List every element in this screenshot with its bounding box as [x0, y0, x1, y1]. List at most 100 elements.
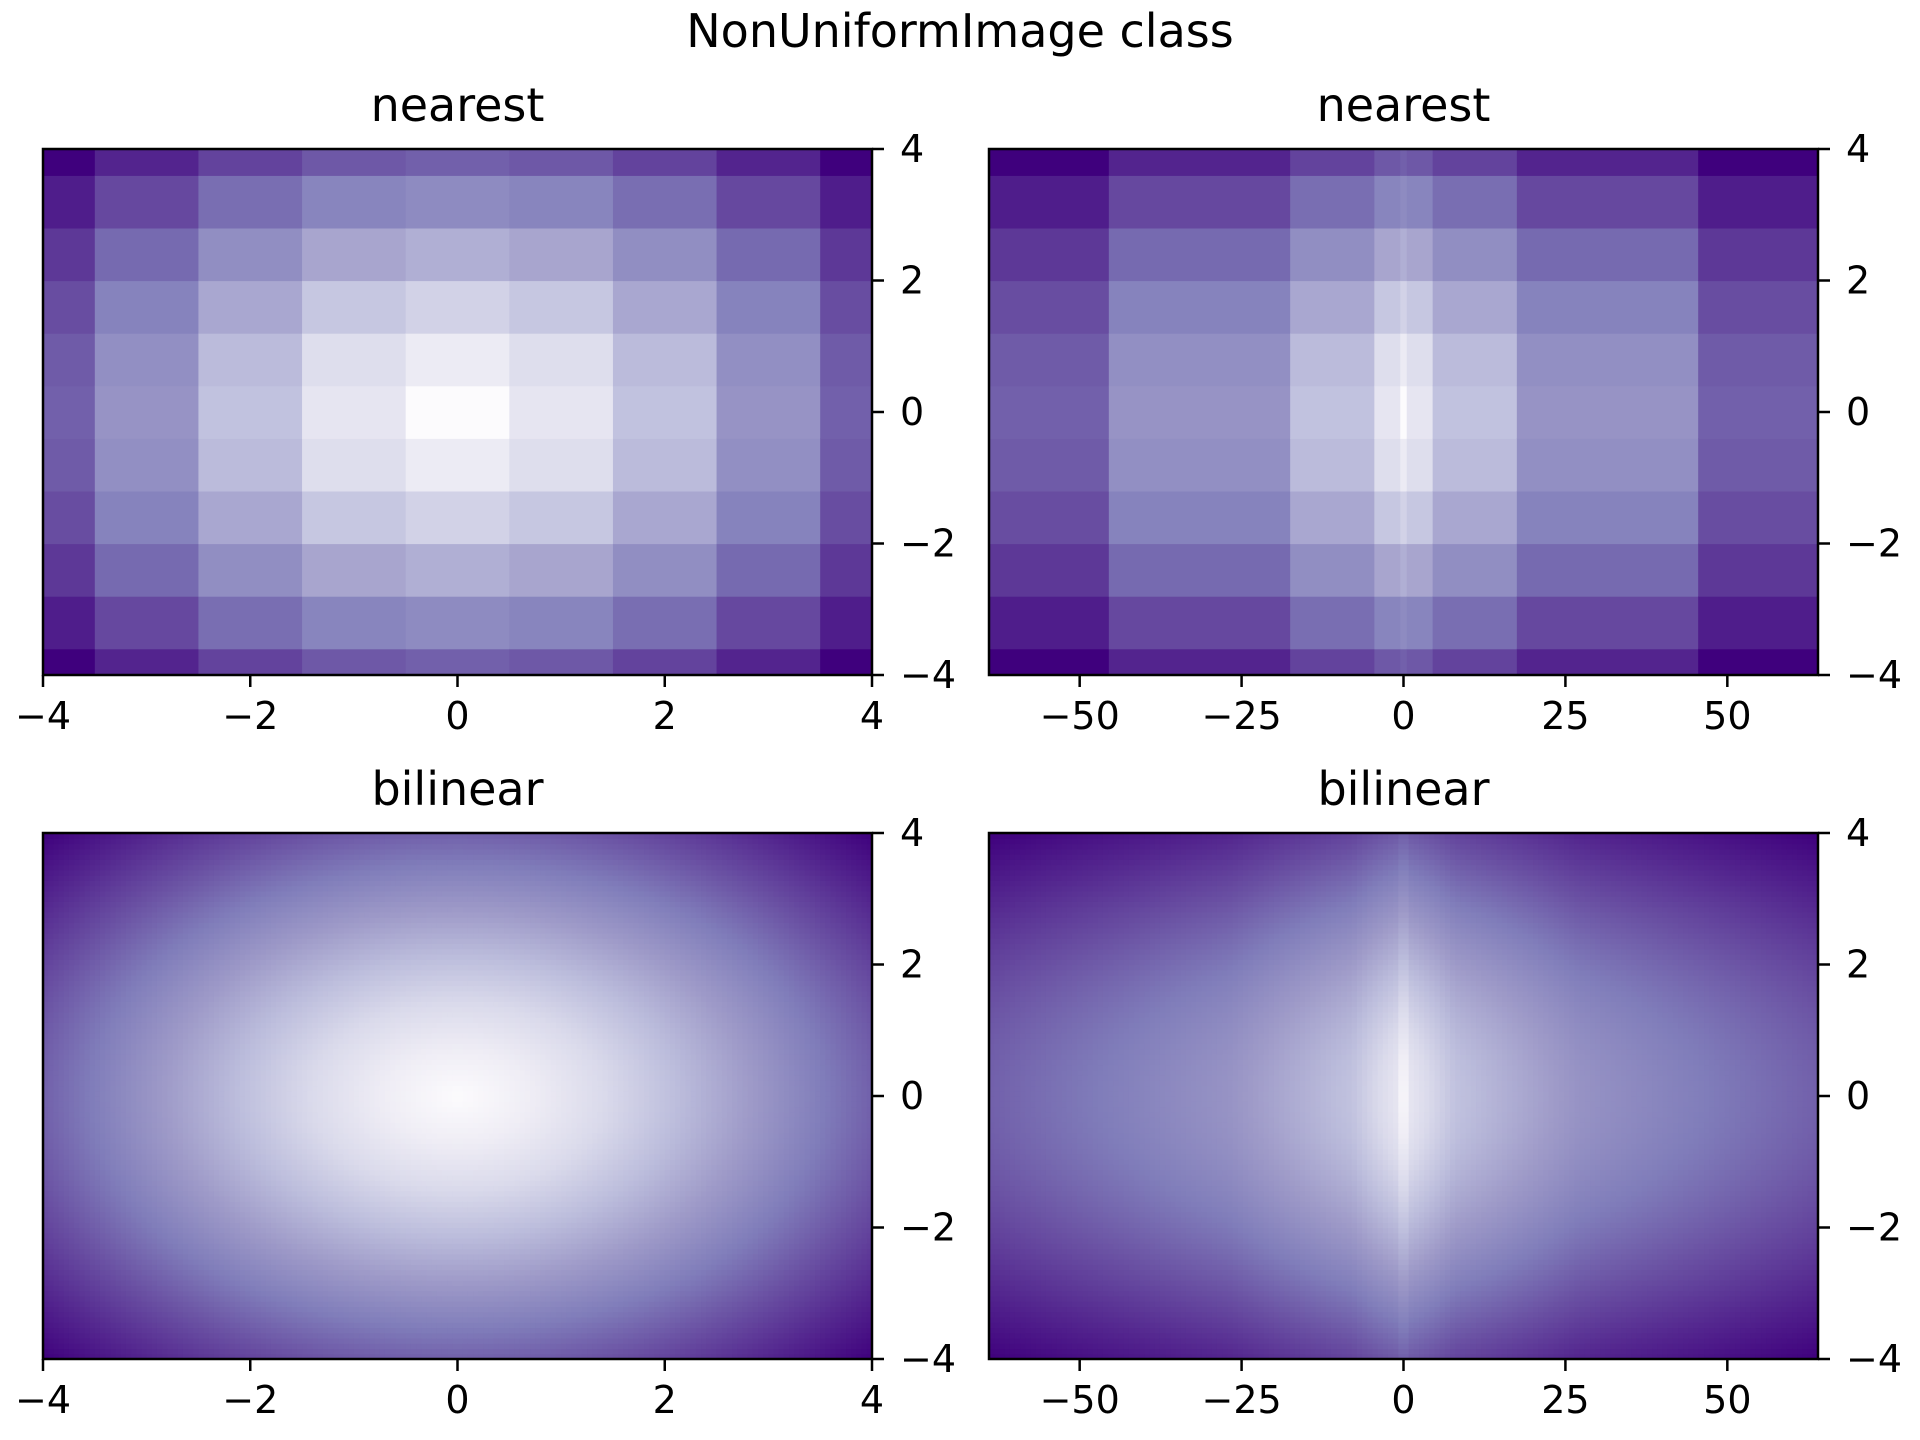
- heatmap-pixel: [213, 1059, 220, 1066]
- heatmap-pixel: [213, 927, 220, 934]
- heatmap-pixel: [281, 1164, 288, 1171]
- heatmap-pixel: [208, 1269, 215, 1276]
- heatmap-pixel: [182, 1153, 189, 1160]
- heatmap-pixel: [84, 1127, 91, 1134]
- heatmap-pixel: [281, 975, 288, 981]
- heatmap-pixel: [270, 1185, 277, 1192]
- heatmap-pixel: [281, 1253, 288, 1260]
- heatmap-pixel: [188, 927, 194, 934]
- heatmap-pixel: [182, 1322, 189, 1329]
- heatmap-pixel: [224, 1138, 231, 1144]
- heatmap-pixel: [265, 1127, 272, 1134]
- heatmap-pixel: [260, 1122, 267, 1129]
- heatmap-pixel: [188, 1001, 194, 1008]
- heatmap-pixel: [125, 1053, 132, 1060]
- heatmap-pixel: [198, 1122, 205, 1129]
- heatmap-pixel: [58, 1238, 65, 1244]
- heatmap-pixel: [219, 1322, 225, 1329]
- heatmap-pixel: [63, 1174, 70, 1181]
- heatmap-pixel: [58, 1190, 65, 1197]
- heatmap-pixel: [43, 990, 49, 997]
- heatmap-pixel: [141, 864, 148, 871]
- heatmap-pixel: [239, 1022, 246, 1029]
- heatmap-pixel: [188, 838, 194, 845]
- heatmap-pixel: [151, 1169, 158, 1176]
- heatmap-pixel: [286, 1206, 293, 1213]
- heatmap-pixel: [239, 1264, 246, 1271]
- heatmap-pixel: [74, 1227, 80, 1234]
- heatmap-pixel: [172, 1248, 179, 1255]
- heatmap-pixel: [58, 1096, 65, 1102]
- heatmap-pixel: [234, 864, 241, 871]
- heatmap-pixel: [74, 838, 80, 845]
- heatmap-pixel: [208, 901, 215, 908]
- heatmap-pixel: [276, 1185, 282, 1192]
- heatmap-pixel: [260, 1074, 267, 1081]
- heatmap-pixel: [224, 1285, 231, 1292]
- heatmap-pixel: [208, 1227, 215, 1234]
- heatmap-pixel: [125, 1032, 132, 1039]
- heatmap-pixel: [245, 869, 251, 876]
- heatmap-pixel: [146, 1059, 153, 1066]
- heatmap-pixel: [239, 948, 246, 955]
- heatmap-pixel: [99, 1185, 106, 1192]
- heatmap-pixel: [182, 1064, 189, 1071]
- heatmap-pixel: [193, 1127, 200, 1134]
- heatmap-pixel: [172, 1174, 179, 1181]
- heatmap-pixel: [219, 843, 225, 850]
- heatmap-pixel: [270, 890, 277, 897]
- heatmap-pixel: [182, 1159, 189, 1165]
- heatmap-pixel: [281, 869, 288, 876]
- heatmap-pixel: [260, 1353, 267, 1359]
- heatmap-pixel: [208, 1295, 215, 1302]
- heatmap-pixel: [188, 1248, 194, 1255]
- heatmap-pixel: [120, 1090, 127, 1097]
- heatmap-pixel: [151, 927, 158, 934]
- heatmap-pixel: [172, 885, 179, 892]
- heatmap-pixel: [53, 1216, 60, 1223]
- heatmap-pixel: [48, 1048, 54, 1055]
- heatmap-pixel: [234, 880, 241, 887]
- heatmap-pixel: [265, 1069, 272, 1076]
- heatmap-pixel: [255, 1285, 262, 1292]
- heatmap-pixel: [203, 833, 210, 839]
- heatmap-pixel: [110, 911, 117, 918]
- heatmap-pixel: [208, 1353, 215, 1359]
- heatmap-pixel: [255, 990, 262, 997]
- heatmap-pixel: [250, 1132, 257, 1139]
- heatmap-pixel: [162, 964, 168, 971]
- heatmap-pixel: [120, 953, 127, 960]
- heatmap-pixel: [213, 1006, 220, 1013]
- heatmap-pixel: [43, 1269, 49, 1276]
- heatmap-pixel: [48, 864, 54, 871]
- heatmap-pixel: [234, 1143, 241, 1150]
- heatmap-pixel: [260, 1322, 267, 1329]
- heatmap-pixel: [115, 948, 122, 955]
- heatmap-pixel: [208, 1143, 215, 1150]
- heatmap-pixel: [136, 1069, 143, 1076]
- heatmap-pixel: [99, 911, 106, 918]
- heatmap-pixel: [198, 1001, 205, 1008]
- heatmap-pixel: [172, 1185, 179, 1192]
- heatmap-pixel: [79, 890, 86, 897]
- heatmap-pixel: [84, 943, 91, 950]
- heatmap-pixel: [229, 1180, 236, 1187]
- heatmap-pixel: [167, 854, 174, 860]
- heatmap-pixel: [125, 880, 132, 887]
- heatmap-pixel: [48, 1243, 54, 1250]
- heatmap-pixel: [198, 896, 205, 902]
- heatmap-pixel: [43, 1001, 49, 1008]
- heatmap-pixel: [131, 885, 137, 892]
- heatmap-pixel: [84, 1280, 91, 1286]
- heatmap-pixel: [270, 1138, 277, 1144]
- heatmap-pixel: [74, 1169, 80, 1176]
- subplot-title: nearest: [371, 78, 545, 132]
- heatmap-cell: [1516, 333, 1699, 387]
- heatmap-pixel: [276, 1032, 282, 1039]
- heatmap-pixel: [63, 975, 70, 981]
- heatmap-pixel: [182, 1122, 189, 1129]
- heatmap-pixel: [120, 911, 127, 918]
- heatmap-pixel: [229, 948, 236, 955]
- heatmap-pixel: [281, 1259, 288, 1265]
- heatmap-pixel: [89, 1080, 96, 1087]
